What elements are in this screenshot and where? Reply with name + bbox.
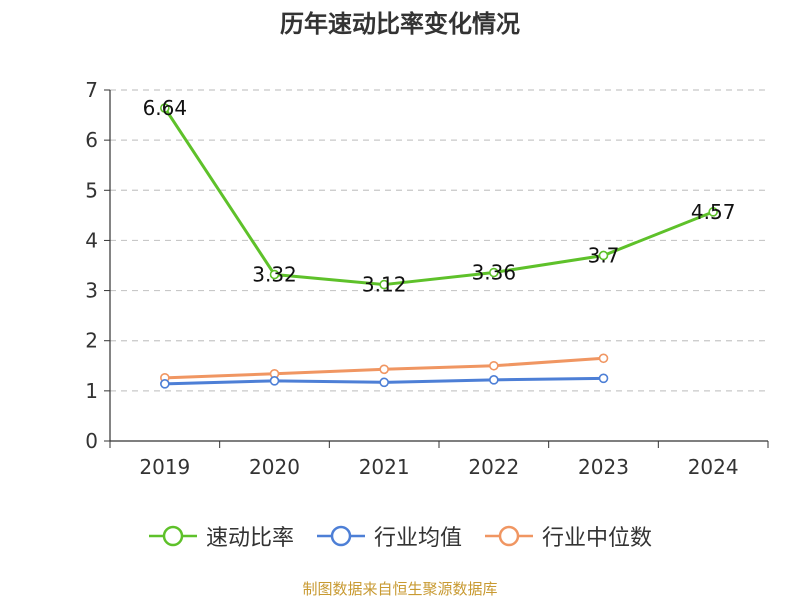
y-tick-label: 6 bbox=[85, 128, 98, 152]
data-point bbox=[379, 364, 389, 375]
data-point bbox=[598, 373, 609, 384]
legend-swatch bbox=[485, 525, 533, 547]
y-tick-label: 4 bbox=[85, 228, 98, 252]
data-point bbox=[489, 360, 499, 371]
axes: 0 1 2 3 4 5 6 7 2019 2020 2021 2022 2023 2024 bbox=[85, 78, 769, 479]
data-point bbox=[708, 207, 718, 217]
series-layer bbox=[160, 103, 718, 389]
data-point bbox=[598, 250, 609, 261]
x-tick-label: 2020 bbox=[249, 455, 300, 479]
data-label: 6.64 bbox=[143, 96, 188, 120]
data-point bbox=[269, 269, 280, 280]
x-tick-label: 2023 bbox=[578, 455, 629, 479]
legend-swatch bbox=[316, 525, 365, 547]
x-tick-label: 2022 bbox=[468, 455, 519, 479]
data-label: 3.12 bbox=[362, 273, 407, 297]
chart-title: 历年速动比率变化情况 bbox=[280, 10, 520, 38]
legend-label: 速动比率 bbox=[205, 526, 294, 551]
data-label: 3.7 bbox=[588, 243, 620, 267]
source-footer: 制图数据来自恒生聚源数据库 bbox=[302, 580, 498, 598]
data-point bbox=[598, 353, 609, 364]
y-tick-label: 1 bbox=[85, 379, 98, 403]
data-labels: 6.64 3.32 3.12 3.36 3.7 4.57 bbox=[143, 96, 736, 297]
data-label: 4.57 bbox=[691, 200, 736, 224]
x-tick-label: 2019 bbox=[139, 455, 190, 479]
legend: 速动比率 行业均值 行业中位数 bbox=[0, 520, 800, 552]
x-tick-label: 2024 bbox=[688, 455, 739, 479]
data-label: 3.36 bbox=[472, 261, 517, 285]
legend-swatch bbox=[148, 525, 197, 547]
data-point bbox=[379, 279, 389, 290]
grid-lines bbox=[110, 89, 768, 392]
data-point bbox=[160, 103, 170, 113]
legend-item[interactable]: 行业均值 bbox=[316, 520, 462, 552]
series-line-0 bbox=[163, 107, 714, 287]
legend-item[interactable]: 行业中位数 bbox=[484, 520, 652, 552]
y-tick-label: 7 bbox=[85, 78, 98, 102]
x-tick-label: 2021 bbox=[359, 455, 410, 479]
legend-label: 行业中位数 bbox=[542, 526, 653, 551]
y-tick-label: 0 bbox=[85, 429, 98, 453]
y-tick-label: 5 bbox=[85, 178, 98, 202]
legend-item[interactable]: 速动比率 bbox=[148, 520, 294, 552]
data-point bbox=[489, 375, 499, 385]
data-point bbox=[269, 376, 280, 386]
y-tick-label: 2 bbox=[85, 329, 98, 353]
data-label: 3.32 bbox=[252, 263, 297, 287]
data-point bbox=[489, 267, 499, 278]
data-point bbox=[160, 379, 170, 389]
y-tick-label: 3 bbox=[85, 279, 98, 303]
legend-label: 行业均值 bbox=[373, 526, 462, 551]
data-point bbox=[379, 377, 389, 388]
